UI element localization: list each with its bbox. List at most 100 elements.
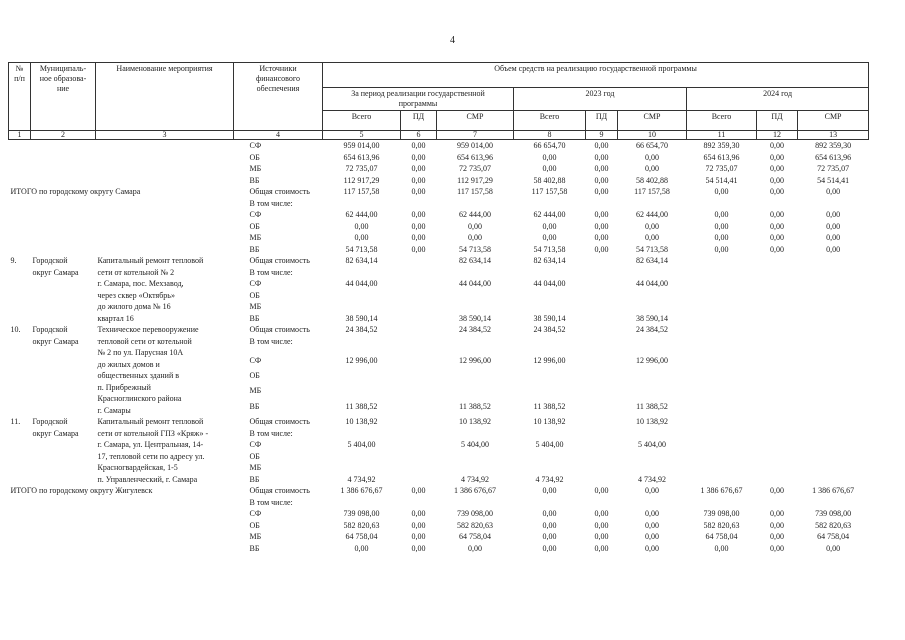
- amount: [757, 474, 798, 486]
- amount: 0,00: [354, 221, 369, 231]
- text-line: № 2 по ул. Парусная 10А: [97, 348, 184, 357]
- amount: [514, 301, 586, 313]
- amount: 0,00: [411, 233, 426, 242]
- header-cell: Источники финансового обеспечения: [233, 62, 323, 131]
- amount: [586, 301, 618, 313]
- amount: [687, 451, 757, 463]
- amount: 0,00: [411, 152, 426, 162]
- amount: 0,00: [594, 233, 609, 242]
- table-row: ОБ: [9, 451, 869, 463]
- amount: [586, 313, 618, 325]
- amount: 739 098,00: [703, 509, 740, 518]
- amount: [687, 278, 757, 290]
- column-number: 10: [617, 130, 687, 140]
- amount: 54 713,58: [636, 244, 668, 254]
- amount: [687, 355, 757, 370]
- amount: 0,00: [411, 187, 426, 196]
- amount: 54 713,58: [533, 244, 566, 254]
- amount: [437, 462, 514, 474]
- amount: [586, 278, 618, 290]
- text-line: Красноглинского района: [97, 394, 182, 403]
- amount: 62 444,00: [345, 210, 378, 219]
- table-row: СФ 5 404,00 5 404,00 5 404,00 5 404,00: [9, 439, 869, 451]
- amount: [687, 324, 757, 355]
- amount: [757, 301, 798, 313]
- table-row: ВБ 112 917,29 0,00 112 917,29 58 402,88 0,00 5…: [9, 175, 869, 187]
- table-row: СФ 44 044,00 44 044,00 44 044,00 44 044,00: [9, 278, 869, 290]
- amount: 0,00: [770, 543, 784, 553]
- amount: 0,00: [770, 486, 784, 495]
- amount: 0,00: [770, 520, 784, 530]
- header-cell: ПД: [585, 110, 618, 131]
- header-row: № п/п Муниципаль-ное образова-ние Наименова…: [8, 62, 870, 131]
- amount: 0,00: [411, 509, 426, 518]
- text-line: г. Самара, ул. Центральная, 14-: [97, 440, 204, 449]
- municipality: Городской округ Самара: [31, 324, 96, 416]
- text-line: округ Самара: [32, 267, 79, 277]
- text-line: квартал 16: [97, 313, 134, 323]
- text-line: ние: [56, 84, 70, 93]
- amount: 58 402,88: [636, 175, 668, 185]
- amount: 739 098,00: [343, 509, 380, 518]
- text-line: 17, тепловой сети по адресу ул.: [97, 451, 205, 461]
- funding-source: ОБ: [249, 451, 260, 461]
- text-line: Городской: [32, 417, 68, 426]
- amount: 38 590,14: [533, 313, 566, 323]
- text-line: Общая стоимость: [249, 486, 310, 495]
- amount: [618, 462, 687, 474]
- amount: 62 444,00: [636, 210, 668, 219]
- amount: [323, 301, 401, 313]
- amount: 44 044,00: [636, 279, 668, 288]
- amount: 0,00: [645, 509, 659, 518]
- amount: [757, 313, 798, 325]
- table-row: ВБ 38 590,14 38 590,14 38 590,14 38 590,14: [9, 313, 869, 325]
- amount: [798, 462, 869, 474]
- amount: 54 514,41: [705, 175, 738, 185]
- amount: 1 386 676,67: [700, 486, 743, 495]
- text-line: Городской: [32, 256, 68, 265]
- amount: [586, 370, 618, 385]
- funding-source: СФ: [249, 440, 262, 449]
- amount: [757, 324, 798, 355]
- amount: [401, 462, 437, 474]
- text-line: округ Самара: [32, 428, 79, 438]
- amount: [798, 313, 869, 325]
- amount: [401, 255, 437, 278]
- amount: 0,00: [594, 509, 609, 518]
- amount: [401, 474, 437, 486]
- text-line: п. Прибрежный: [97, 382, 151, 392]
- amount: 72 735,07: [459, 164, 491, 173]
- table-row: ВБ 0,00 0,00 0,00 0,00 0,00 0,00 0,00 0,00 0,00: [9, 543, 869, 555]
- amount: 1 386 676,67: [340, 486, 383, 495]
- page-number: 4: [450, 35, 455, 46]
- table-row: МБ: [9, 301, 869, 313]
- amount: 0,00: [645, 233, 659, 242]
- table-body: СФ 959 014,00 0,00 959 014,00 66 654,70 0,00 6…: [9, 140, 869, 555]
- amount: 582 820,63: [815, 520, 852, 530]
- amount: 44 044,00: [459, 279, 491, 288]
- funding-source: Общая стоимость В том числе:: [234, 416, 323, 439]
- column-number: 12: [756, 130, 798, 140]
- amount: [798, 451, 869, 463]
- amount: [798, 255, 869, 278]
- amount: 0,00: [594, 175, 609, 185]
- amount: 0,00: [645, 532, 659, 541]
- amount: 0,00: [770, 175, 784, 185]
- amount: 0,00: [770, 509, 784, 518]
- amount: [437, 370, 514, 385]
- amount: [798, 290, 869, 302]
- amount: 11 388,52: [459, 401, 491, 411]
- text-line: За период реализации государственной: [351, 89, 485, 98]
- amount: [618, 385, 687, 400]
- header-cell: СМР: [796, 110, 870, 131]
- amount: [401, 278, 437, 290]
- amount: [687, 313, 757, 325]
- amount: 0,00: [411, 175, 426, 185]
- amount: [514, 290, 586, 302]
- amount: [514, 451, 586, 463]
- funding-source: Общая стоимость В том числе:: [234, 324, 323, 355]
- amount: 1 386 676,67: [812, 486, 855, 495]
- amount: 582 820,63: [457, 520, 493, 530]
- amount: 0,00: [411, 520, 426, 530]
- table-row: СФ 739 098,00 0,00 739 098,00 0,00 0,00 0,00 73…: [9, 508, 869, 520]
